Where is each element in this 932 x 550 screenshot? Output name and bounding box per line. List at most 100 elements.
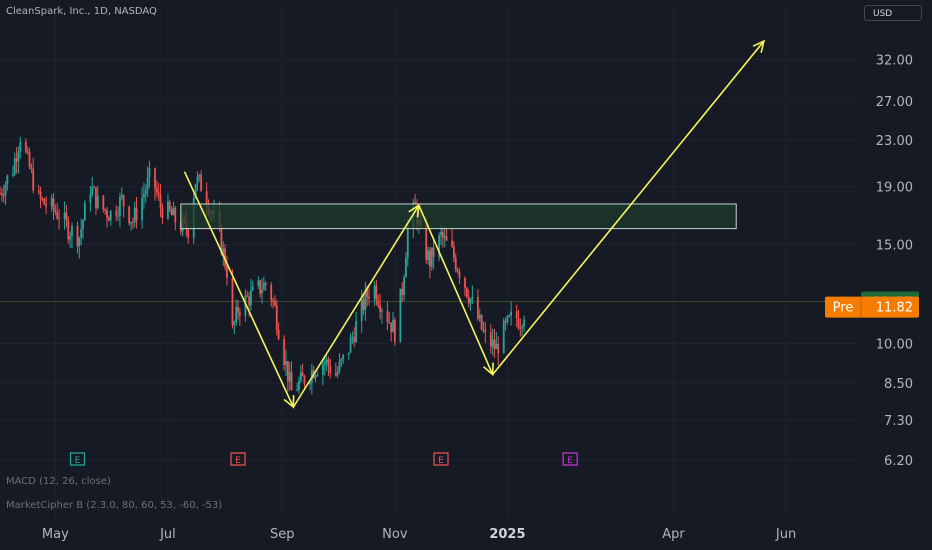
x-tick-label: 2025 — [489, 527, 525, 542]
candle-body — [443, 236, 446, 238]
candle-body — [226, 266, 228, 278]
candle-body — [4, 184, 7, 196]
candle-body — [238, 312, 241, 316]
candle-body — [381, 310, 383, 312]
candle-body — [12, 174, 14, 176]
currency-selector[interactable]: USD — [864, 5, 922, 21]
y-tick-label: 32.00 — [876, 53, 913, 68]
y-tick-label: 7.30 — [884, 414, 913, 429]
candle-body — [458, 271, 461, 278]
candle-body — [45, 204, 48, 207]
candle-body — [480, 315, 483, 330]
candle-body — [161, 207, 164, 219]
candle-body — [445, 236, 448, 241]
candle-body — [456, 269, 459, 272]
candle-body — [54, 209, 57, 213]
candle-body — [39, 191, 42, 199]
candle-body — [440, 231, 442, 235]
candle-body — [168, 201, 171, 210]
candle-body — [379, 305, 382, 312]
candle-body — [17, 151, 20, 162]
candle-body — [19, 141, 22, 152]
x-tick-label: Jul — [159, 527, 176, 542]
candle-body — [198, 174, 201, 177]
candle-body — [131, 221, 134, 223]
candle-body — [69, 236, 72, 240]
y-tick-label: 23.00 — [876, 134, 913, 149]
x-tick-label: Sep — [270, 527, 295, 542]
candle-body — [429, 250, 431, 267]
candle-body — [303, 376, 306, 384]
candle-body — [120, 195, 123, 197]
symbol-title[interactable]: CleanSpark, Inc., 1D, NASDAQ — [6, 6, 157, 17]
candle-body — [135, 207, 138, 221]
candle-body — [497, 343, 500, 354]
candle-body — [2, 195, 5, 197]
candle-body — [495, 343, 498, 349]
candle-body — [283, 339, 286, 366]
price-axis[interactable]: 32.00 27.00 23.00 19.00 15.00 10.00 8.50 7.30 6.… — [825, 53, 919, 469]
candle-body — [425, 224, 428, 261]
annotation-layer — [180, 39, 766, 409]
candle-body — [235, 306, 238, 323]
candle-body — [82, 220, 84, 230]
candle-body — [270, 285, 273, 301]
candle-body — [338, 361, 341, 372]
candle-body — [109, 211, 112, 221]
candle-body — [451, 240, 453, 247]
candle-body — [519, 328, 522, 330]
earnings-marker — [69, 452, 86, 466]
candle-body — [172, 207, 175, 216]
candle-body — [174, 207, 177, 223]
candle-body — [351, 336, 354, 338]
candle-body — [471, 296, 474, 300]
candle-body — [187, 229, 190, 238]
candle-body — [467, 296, 470, 304]
earnings-marker — [433, 452, 449, 466]
market-cipher-indicator-label[interactable]: MarketCipher B (2.3.0, 80, 60, 53, -60, … — [6, 500, 223, 511]
candle-body — [334, 373, 337, 376]
candle-body — [257, 280, 260, 286]
candle-body — [224, 248, 227, 267]
candle-body — [327, 359, 330, 367]
candle-body — [484, 330, 487, 333]
candle-body — [102, 195, 105, 210]
candle-body — [296, 390, 298, 392]
candle-body — [13, 158, 16, 175]
candle-body — [392, 319, 394, 333]
candle-body — [106, 210, 108, 218]
macd-indicator-label[interactable]: MACD (12, 26, close) — [6, 476, 111, 487]
candle-body — [222, 248, 225, 255]
candle-body — [119, 196, 121, 216]
candle-body — [355, 321, 358, 342]
candle-body — [373, 285, 376, 299]
trend-arrow — [418, 205, 494, 375]
candle-body — [83, 202, 86, 221]
candle-body — [0, 193, 3, 196]
candle-body — [30, 167, 33, 169]
candle-body — [403, 277, 405, 295]
candle-body — [388, 322, 391, 324]
candle-body — [52, 198, 55, 210]
candle-body — [194, 184, 197, 198]
candle-body — [299, 372, 302, 382]
candle-body — [464, 277, 466, 288]
time-axis[interactable]: May Jul Sep Nov 2025 Apr Jun — [42, 527, 796, 542]
candle-body — [476, 296, 479, 319]
y-tick-label: 27.00 — [876, 95, 913, 110]
candle-body — [146, 177, 149, 191]
candle-body — [122, 195, 125, 207]
candle-body — [517, 318, 520, 329]
candle-body — [493, 339, 496, 349]
earnings-marker-label: E — [438, 456, 444, 466]
candle-body — [80, 229, 83, 238]
candle-body — [76, 226, 79, 247]
candle-body — [128, 206, 131, 224]
candle-body — [298, 381, 300, 391]
candle-body — [491, 339, 494, 347]
x-tick-label: Apr — [662, 527, 685, 542]
trend-arrow — [292, 204, 420, 408]
candle-body — [508, 315, 511, 317]
